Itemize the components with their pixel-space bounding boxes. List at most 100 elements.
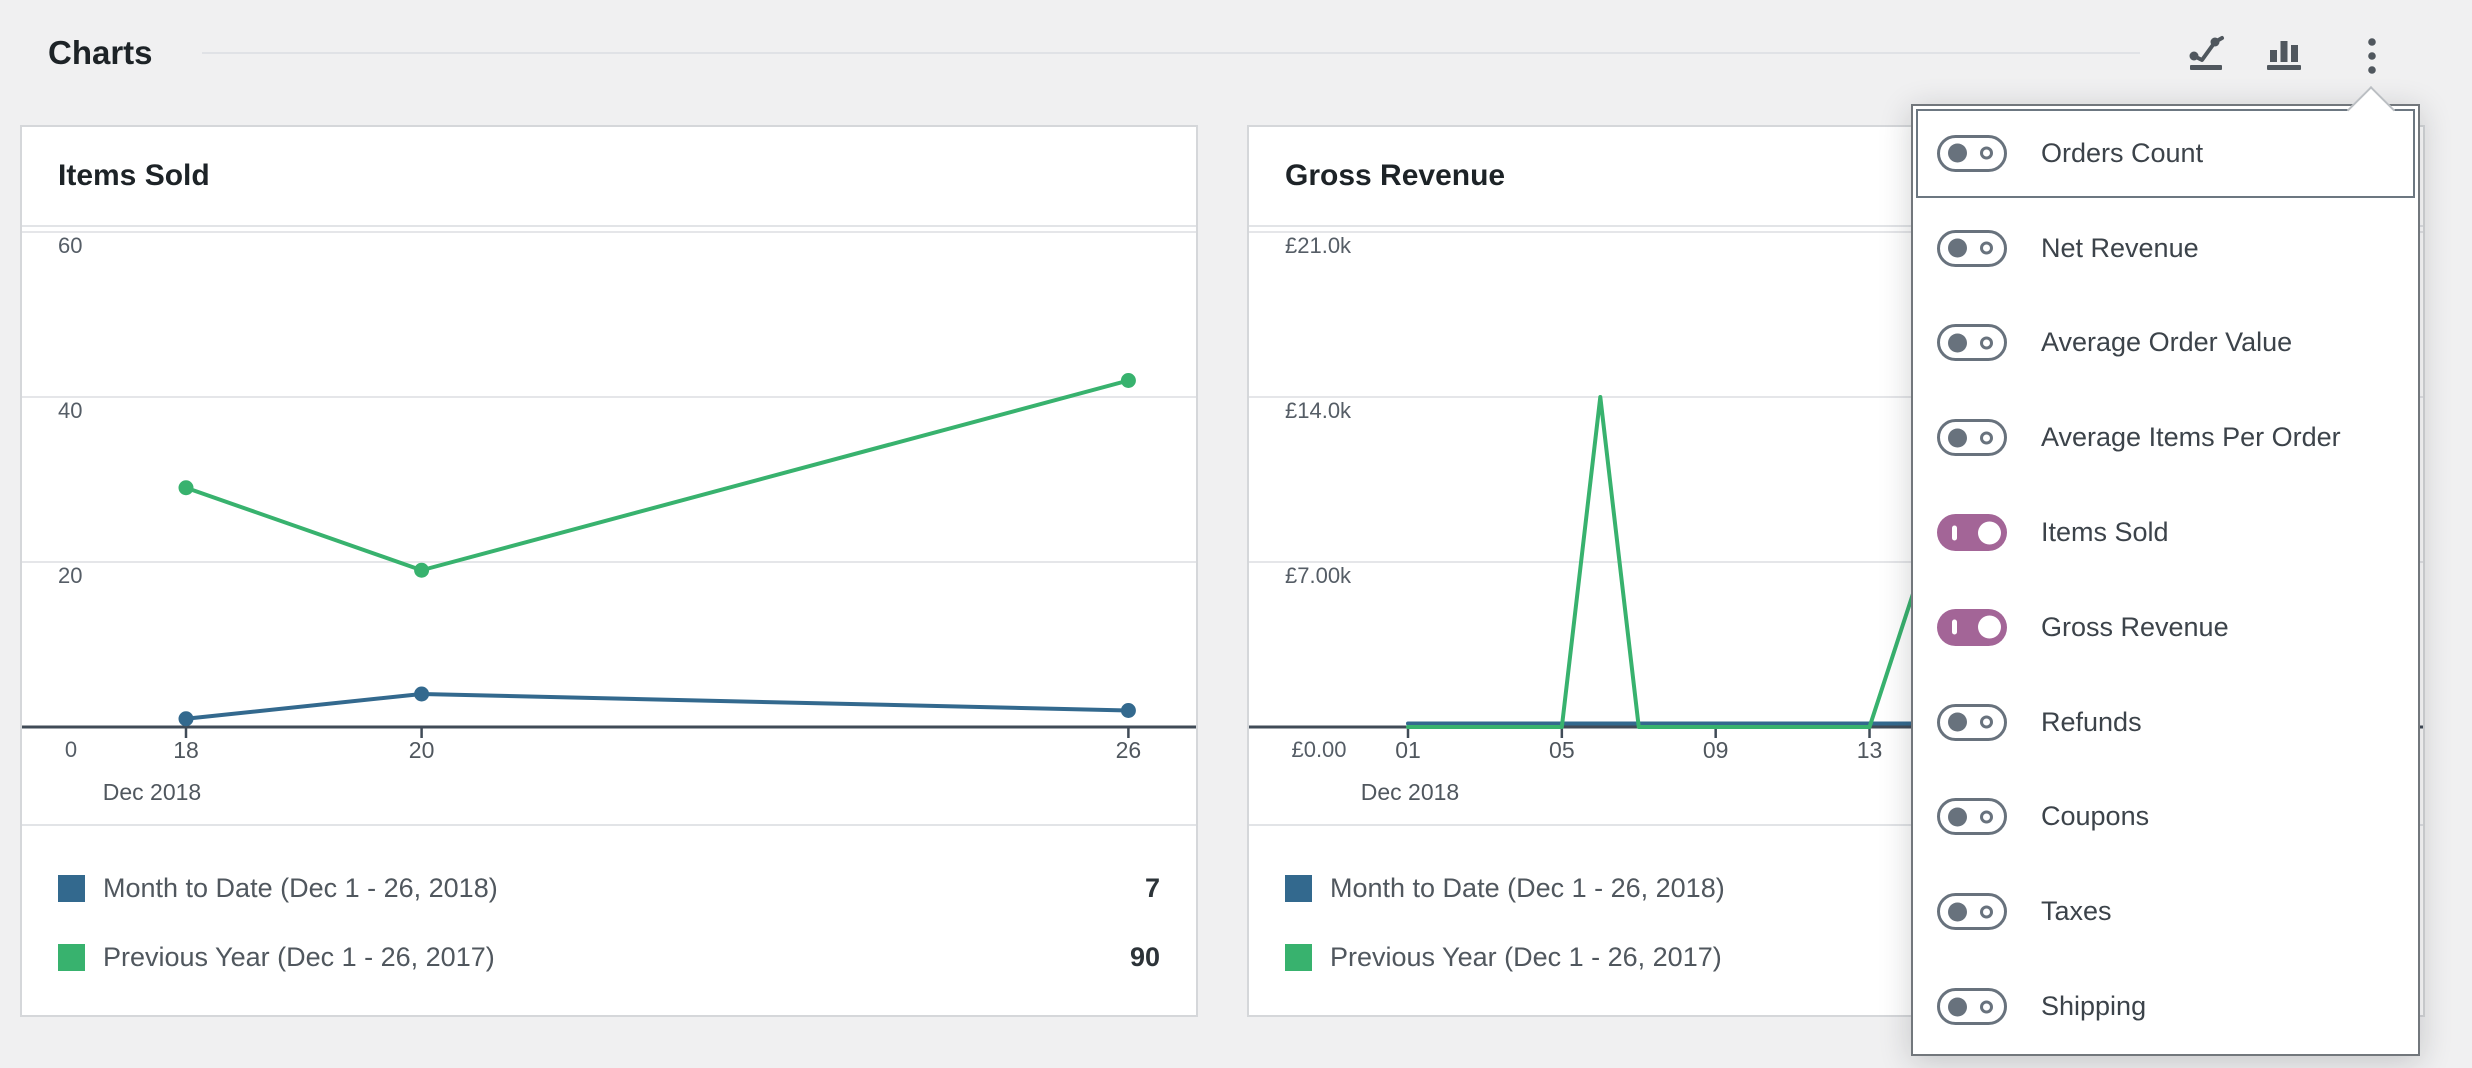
toggle-off-ring <box>1980 146 1993 160</box>
line-chart-type-button[interactable] <box>2184 28 2232 76</box>
legend-label: Month to Date (Dec 1 - 26, 2018) <box>1330 872 1725 903</box>
y-axis-zero-label: £0.00 <box>1291 737 1347 762</box>
menu-item-label: Gross Revenue <box>2041 611 2229 642</box>
menu-item[interactable]: Average Items Per Order <box>1913 390 2418 486</box>
menu-item-label: Taxes <box>2041 896 2112 927</box>
toggle-off-ring <box>1980 810 1993 824</box>
toggle-switch[interactable] <box>1937 703 2007 741</box>
legend-row[interactable]: Month to Date (Dec 1 - 26, 2018) <box>1285 868 2387 908</box>
toggle-off-ring <box>1980 905 1993 919</box>
toggle-off-dot <box>1948 428 1967 448</box>
x-axis-label: 01 <box>1395 737 1421 763</box>
x-axis-label: 05 <box>1549 737 1575 763</box>
y-axis-label: £21.0k <box>1285 233 1352 258</box>
toggle-switch[interactable] <box>1937 608 2007 646</box>
card-header: Items Sold <box>22 127 1196 227</box>
menu-item-label: Coupons <box>2041 801 2150 832</box>
items-sold-card: Items Sold 60 40 20 0 18 20 26 Dec 2018 Month t… <box>20 125 1198 1017</box>
ellipsis-menu-button[interactable] <box>2348 28 2396 76</box>
toggle-off-ring <box>1980 715 1993 729</box>
legend-row[interactable]: Month to Date (Dec 1 - 26, 2018) 7 <box>58 868 1160 908</box>
menu-item[interactable]: Items Sold <box>1913 485 2418 580</box>
ellipsis-icon <box>2368 38 2376 74</box>
toggle-off-ring <box>1980 241 1993 255</box>
toggle-on-knob <box>1978 615 2001 639</box>
toggle-off-dot <box>1948 712 1967 732</box>
toggle-switch[interactable] <box>1937 988 2007 1026</box>
menu-item[interactable]: Shipping <box>1913 959 2418 1054</box>
toggle-off-dot <box>1948 143 1967 163</box>
menu-item-label: Refunds <box>2041 706 2142 737</box>
y-axis-label: 60 <box>58 233 83 258</box>
data-point <box>1120 373 1136 388</box>
toggle-switch[interactable] <box>1937 419 2007 457</box>
legend-label: Previous Year (Dec 1 - 26, 2017) <box>103 941 495 972</box>
section-divider <box>202 52 2140 54</box>
month-label: Dec 2018 <box>102 779 202 805</box>
toggle-on-bar <box>1952 619 1957 635</box>
toggle-switch[interactable] <box>1937 514 2007 552</box>
toggle-off-dot <box>1948 807 1967 827</box>
toggle-switch[interactable] <box>1937 134 2007 172</box>
legend-row[interactable]: Previous Year (Dec 1 - 26, 2017) <box>1285 937 2387 977</box>
menu-item-label: Net Revenue <box>2041 232 2199 263</box>
toggle-off-dot <box>1948 902 1967 922</box>
bar-chart-icon <box>2267 41 2301 70</box>
menu-item-label: Orders Count <box>2041 137 2204 168</box>
menu-item[interactable]: Average Order Value <box>1913 295 2418 391</box>
toggle-switch[interactable] <box>1937 229 2007 267</box>
toggle-off-ring <box>1980 336 1993 350</box>
menu-item[interactable]: Net Revenue <box>1913 200 2418 296</box>
data-point <box>414 686 430 702</box>
toggle-off-dot <box>1948 333 1967 353</box>
toggle-switch[interactable] <box>1937 324 2007 362</box>
data-point <box>414 562 430 578</box>
legend-swatch <box>58 943 85 971</box>
divider <box>22 824 1196 826</box>
card-header: Gross Revenue <box>1249 127 2423 227</box>
bar-chart-type-button[interactable] <box>2262 28 2310 76</box>
items-sold-line-chart <box>22 231 1196 738</box>
toggle-off-ring <box>1980 431 1993 445</box>
card-title: Items Sold <box>58 159 210 192</box>
menu-item-label: Shipping <box>2041 991 2147 1022</box>
data-point <box>1120 703 1136 718</box>
legend-swatch <box>58 874 85 902</box>
charts-section-title: Charts <box>48 34 153 71</box>
y-axis-label: £14.0k <box>1285 398 1352 423</box>
y-axis-label: 20 <box>58 563 83 588</box>
toggle-on-knob <box>1978 521 2001 545</box>
legend-label: Previous Year (Dec 1 - 26, 2017) <box>1330 941 1722 972</box>
chart-options-dropdown: Orders Count Net Revenue Average Order V… <box>1911 104 2420 1056</box>
legend-label: Month to Date (Dec 1 - 26, 2018) <box>103 872 498 903</box>
menu-item[interactable]: Coupons <box>1913 769 2418 865</box>
x-axis-label: 13 <box>1856 737 1883 763</box>
data-point <box>178 480 194 496</box>
series-line <box>1406 395 1922 729</box>
x-axis-label: 26 <box>1115 737 1142 763</box>
legend-swatch <box>1285 943 1312 971</box>
x-axis-label: 18 <box>173 737 199 763</box>
menu-item-label: Average Items Per Order <box>2041 422 2341 453</box>
data-point <box>178 711 194 727</box>
series-line <box>184 378 1131 573</box>
menu-item[interactable]: Refunds <box>1913 674 2418 770</box>
x-axis-label: 09 <box>1702 737 1729 763</box>
menu-item[interactable]: Orders Count <box>1913 106 2418 201</box>
month-label: Dec 2018 <box>1360 779 1460 805</box>
y-axis-label: £7.00k <box>1285 563 1352 588</box>
card-title: Gross Revenue <box>1285 159 1506 192</box>
toggle-switch[interactable] <box>1937 893 2007 931</box>
toggle-off-dot <box>1948 997 1967 1017</box>
divider <box>1249 824 2423 826</box>
menu-item[interactable]: Taxes <box>1913 864 2418 960</box>
menu-item[interactable]: Gross Revenue <box>1913 579 2418 675</box>
legend-row[interactable]: Previous Year (Dec 1 - 26, 2017) 90 <box>58 937 1160 977</box>
legend-value: 7 <box>1144 872 1160 903</box>
menu-item-label: Items Sold <box>2041 517 2169 548</box>
series-line <box>184 692 1131 721</box>
x-axis-label: 20 <box>408 737 435 763</box>
toggle-off-ring <box>1980 1000 1993 1014</box>
toggle-on-bar <box>1952 525 1957 541</box>
toggle-switch[interactable] <box>1937 798 2007 836</box>
